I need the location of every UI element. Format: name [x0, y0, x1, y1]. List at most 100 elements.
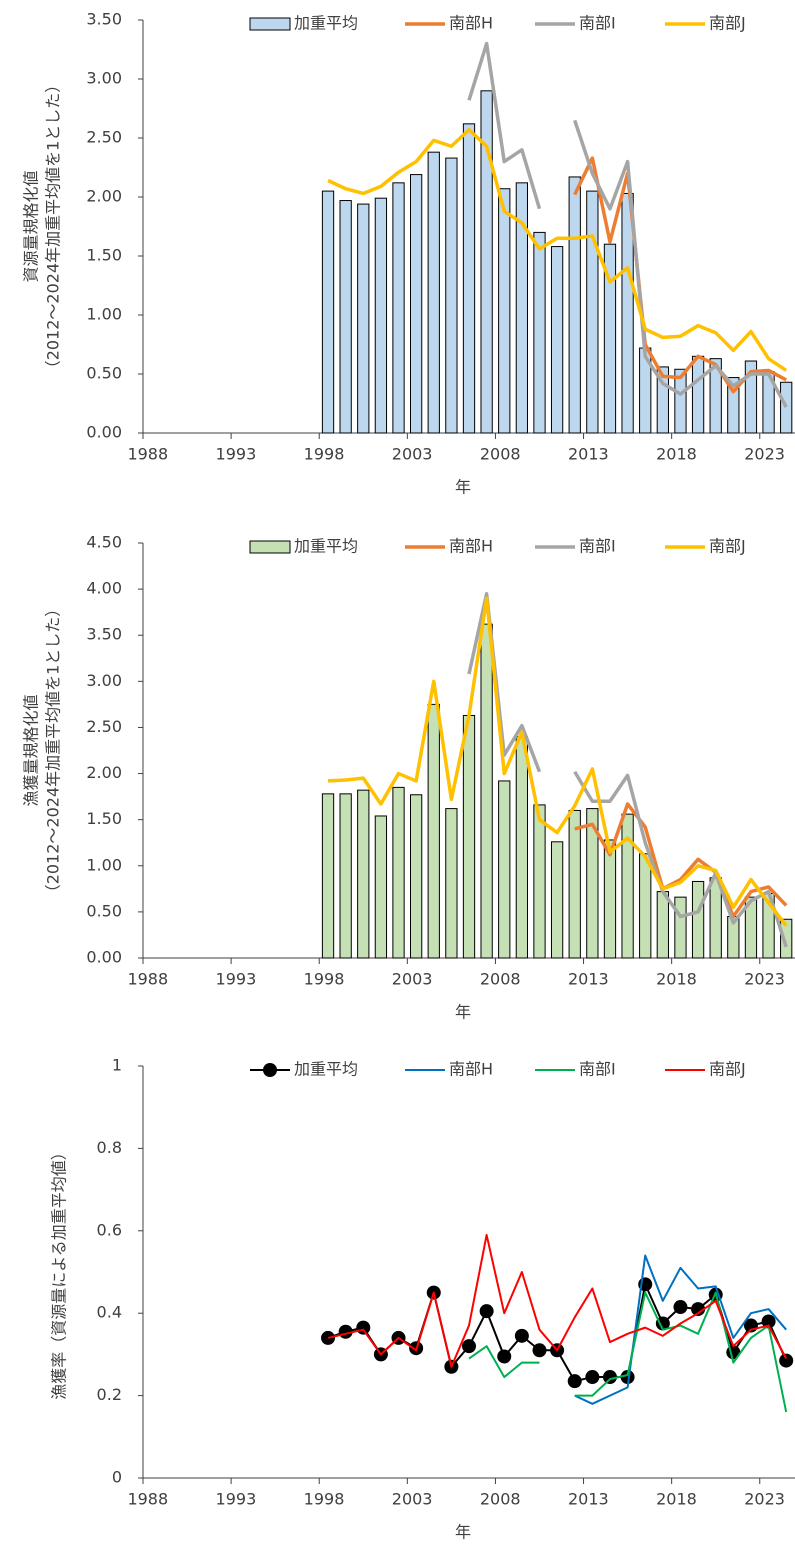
legend-label: 南部H	[449, 1060, 493, 1079]
x-tick-label: 2003	[392, 445, 433, 464]
legend-swatch	[249, 17, 291, 31]
bar	[691, 880, 705, 959]
legend-label: 加重平均	[294, 537, 358, 556]
x-tick-label: 2018	[656, 970, 697, 989]
bar	[586, 808, 599, 959]
y-tick-label: 2.50	[86, 128, 122, 147]
x-axis-label: 年	[455, 478, 471, 497]
y-axis-label: 漁獲量規格化値	[22, 694, 41, 806]
x-tick-label: 1998	[304, 970, 345, 989]
legend-label: 加重平均	[294, 14, 358, 33]
bar	[392, 182, 405, 434]
legend-label: 加重平均	[294, 1060, 358, 1079]
y-tick-label: 0.4	[97, 1303, 122, 1322]
bar	[427, 703, 440, 959]
x-axis-label: 年	[455, 1003, 471, 1022]
bar	[586, 190, 599, 434]
x-tick-label: 2023	[744, 970, 785, 989]
y-tick-label: 0.2	[97, 1385, 122, 1404]
x-tick-label: 2003	[392, 1490, 433, 1509]
y-tick-label: 3.00	[86, 69, 122, 88]
y-tick-label: 1.50	[86, 246, 122, 265]
x-tick-label: 1988	[127, 970, 168, 989]
bar	[621, 813, 634, 959]
bar	[480, 623, 493, 959]
series-marker	[691, 1302, 706, 1317]
series-marker	[356, 1320, 371, 1335]
series-marker	[497, 1349, 512, 1364]
x-tick-label: 1988	[127, 445, 168, 464]
x-tick-label: 1988	[127, 1490, 168, 1509]
bar	[691, 355, 705, 434]
x-axis-label: 年	[455, 1523, 471, 1542]
bar	[392, 786, 405, 959]
y-tick-label: 2.00	[86, 187, 122, 206]
bar	[445, 808, 458, 959]
y-tick-label: 3.00	[86, 671, 122, 690]
series-line	[327, 127, 788, 372]
x-tick-label: 2013	[568, 445, 609, 464]
legend-label: 南部I	[579, 1060, 616, 1079]
y-tick-label: 3.50	[86, 625, 122, 644]
bar	[357, 789, 370, 959]
bar	[656, 366, 669, 434]
bar	[339, 793, 352, 959]
bar	[515, 736, 529, 959]
legend-label: 南部H	[449, 537, 493, 556]
x-tick-label: 2008	[480, 445, 521, 464]
bar	[427, 151, 440, 434]
bar	[533, 231, 546, 434]
x-tick-label: 2018	[656, 1490, 697, 1509]
bar	[462, 714, 476, 959]
bar	[674, 368, 687, 434]
bar	[339, 200, 352, 434]
series-marker	[479, 1304, 494, 1319]
bar	[639, 853, 652, 959]
bar	[498, 780, 511, 959]
x-tick-label: 1998	[304, 1490, 345, 1509]
bar	[621, 192, 634, 434]
x-tick-label: 2018	[656, 445, 697, 464]
bar	[462, 123, 476, 434]
x-tick-label: 1993	[216, 1490, 257, 1509]
bar	[780, 918, 793, 959]
bar	[445, 157, 458, 434]
bar	[480, 90, 493, 434]
series-line	[574, 1254, 787, 1405]
x-tick-label: 2008	[480, 970, 521, 989]
series-marker	[602, 1370, 617, 1385]
legend-label: 南部I	[579, 14, 616, 33]
x-tick-label: 2013	[568, 1490, 609, 1509]
y-tick-label: 0.6	[97, 1220, 122, 1239]
bar	[409, 794, 423, 959]
legend-marker	[263, 1063, 277, 1077]
series-marker	[779, 1353, 794, 1368]
series-line	[327, 596, 788, 927]
y-tick-label: 0.00	[86, 948, 122, 967]
legend-label: 南部J	[709, 1060, 746, 1079]
x-tick-label: 2023	[744, 445, 785, 464]
series-marker	[673, 1300, 688, 1315]
y-tick-label: 3.50	[86, 10, 122, 29]
series-line	[574, 802, 788, 919]
y-tick-label: 1	[112, 1056, 122, 1075]
y-tick-label: 2.00	[86, 763, 122, 782]
y-tick-label: 4.00	[86, 579, 122, 598]
bar	[709, 358, 722, 434]
y-tick-label: 2.50	[86, 717, 122, 736]
bar	[357, 203, 370, 434]
bar	[656, 891, 669, 959]
bar	[727, 377, 740, 434]
bar	[780, 381, 793, 434]
bar	[321, 793, 335, 959]
legend-swatch	[249, 540, 291, 554]
x-tick-label: 1993	[216, 970, 257, 989]
bar	[603, 839, 617, 959]
y-tick-label: 0.8	[97, 1138, 122, 1157]
series-marker	[462, 1339, 476, 1354]
x-tick-label: 2023	[744, 1490, 785, 1509]
x-tick-label: 2013	[568, 970, 609, 989]
series-marker	[585, 1370, 600, 1385]
bar	[744, 360, 758, 434]
